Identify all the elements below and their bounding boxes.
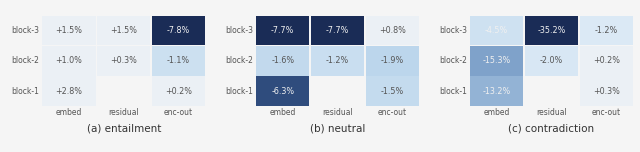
Text: +1.5%: +1.5%: [110, 26, 138, 35]
Bar: [525, 76, 578, 106]
Bar: [152, 16, 205, 45]
Text: -1.2%: -1.2%: [326, 56, 349, 65]
Text: +0.2%: +0.2%: [593, 56, 620, 65]
Bar: [470, 76, 523, 106]
Text: -2.0%: -2.0%: [540, 56, 563, 65]
Bar: [152, 46, 205, 76]
Text: -1.2%: -1.2%: [595, 26, 618, 35]
Bar: [366, 16, 419, 45]
Text: -7.8%: -7.8%: [167, 26, 190, 35]
Bar: [525, 46, 578, 76]
Bar: [470, 16, 523, 45]
Bar: [366, 76, 419, 106]
Text: +0.2%: +0.2%: [165, 87, 192, 96]
Text: -1.5%: -1.5%: [381, 87, 404, 96]
Bar: [97, 76, 150, 106]
Text: (c) contradiction: (c) contradiction: [508, 123, 595, 133]
Bar: [97, 46, 150, 76]
Bar: [256, 46, 309, 76]
Text: -35.2%: -35.2%: [537, 26, 566, 35]
Text: +0.8%: +0.8%: [379, 26, 406, 35]
Text: +0.3%: +0.3%: [593, 87, 620, 96]
Text: -6.3%: -6.3%: [271, 87, 294, 96]
Bar: [42, 76, 95, 106]
Bar: [580, 76, 633, 106]
Bar: [470, 46, 523, 76]
Bar: [580, 16, 633, 45]
Text: -7.7%: -7.7%: [326, 26, 349, 35]
Bar: [42, 46, 95, 76]
Text: -7.7%: -7.7%: [271, 26, 294, 35]
Text: +1.5%: +1.5%: [56, 26, 83, 35]
Text: -13.2%: -13.2%: [483, 87, 511, 96]
Bar: [152, 76, 205, 106]
Text: +0.3%: +0.3%: [110, 56, 137, 65]
Bar: [97, 16, 150, 45]
Text: +2.8%: +2.8%: [56, 87, 83, 96]
Text: -4.5%: -4.5%: [485, 26, 508, 35]
Bar: [311, 46, 364, 76]
Bar: [366, 46, 419, 76]
Text: -1.1%: -1.1%: [167, 56, 190, 65]
Text: -1.6%: -1.6%: [271, 56, 294, 65]
Bar: [580, 46, 633, 76]
Text: -1.9%: -1.9%: [381, 56, 404, 65]
Bar: [311, 76, 364, 106]
Text: +1.0%: +1.0%: [56, 56, 83, 65]
Bar: [256, 76, 309, 106]
Text: (b) neutral: (b) neutral: [310, 123, 365, 133]
Text: (a) entailment: (a) entailment: [86, 123, 161, 133]
Bar: [311, 16, 364, 45]
Bar: [42, 16, 95, 45]
Bar: [525, 16, 578, 45]
Text: -15.3%: -15.3%: [483, 56, 511, 65]
Bar: [256, 16, 309, 45]
